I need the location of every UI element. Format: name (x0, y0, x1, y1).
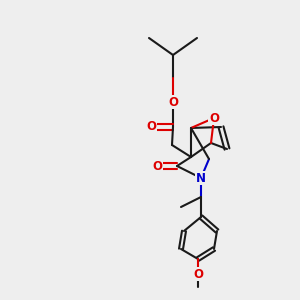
Text: N: N (196, 172, 206, 184)
Text: O: O (209, 112, 219, 124)
Text: O: O (146, 121, 156, 134)
Text: O: O (193, 268, 203, 281)
Text: O: O (168, 95, 178, 109)
Text: O: O (152, 160, 162, 172)
